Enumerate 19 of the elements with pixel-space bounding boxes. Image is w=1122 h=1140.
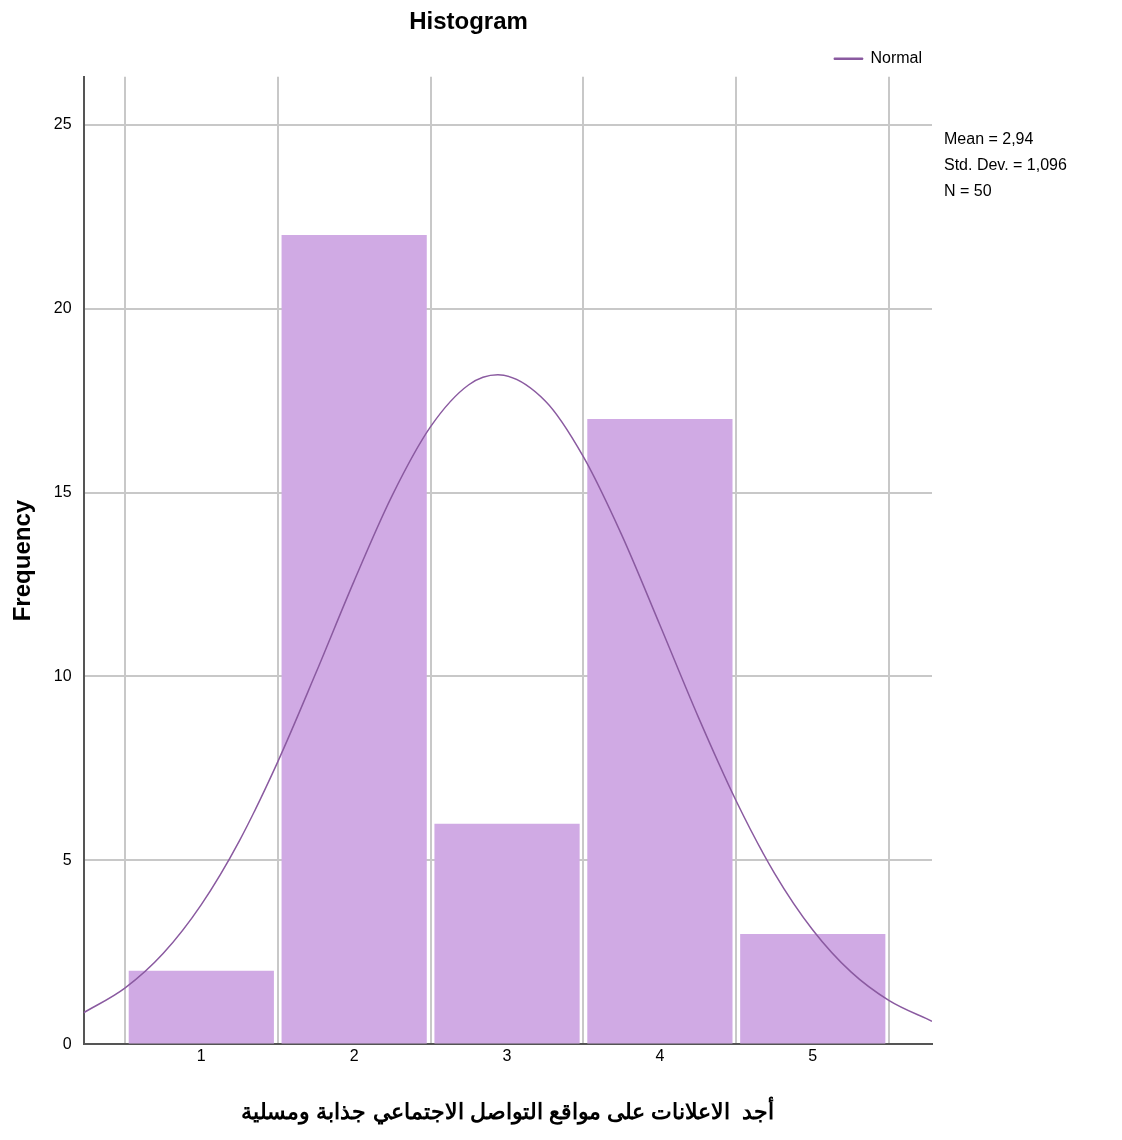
legend-label: Normal: [870, 49, 922, 67]
y-tick-label: 15: [53, 482, 72, 500]
y-tick-label: 0: [62, 1034, 72, 1052]
x-tick-label: 2: [349, 1047, 359, 1065]
x-tick-label: 1: [196, 1047, 206, 1065]
y-tick-label: 20: [53, 298, 72, 316]
x-tick-label: 3: [502, 1047, 512, 1065]
y-tick-label: 5: [62, 850, 72, 868]
text: N = 50: [944, 182, 992, 200]
x-tick-label: 4: [655, 1047, 665, 1065]
y-axis-title: Frequency: [8, 499, 36, 622]
x-tick-label: 5: [808, 1047, 818, 1065]
chart-title: Histogram: [409, 7, 528, 35]
y-tick-label: 10: [53, 666, 72, 684]
text: Mean = 2,94: [944, 130, 1034, 148]
y-tick-label: 25: [53, 115, 72, 133]
line-series: [83, 374, 932, 1022]
text: Std. Dev. = 1,096: [944, 156, 1067, 174]
x-axis-title: أجد الاعلانات على مواقع التواصل الاجتماعي جذابة ومسلية: [241, 1095, 775, 1125]
